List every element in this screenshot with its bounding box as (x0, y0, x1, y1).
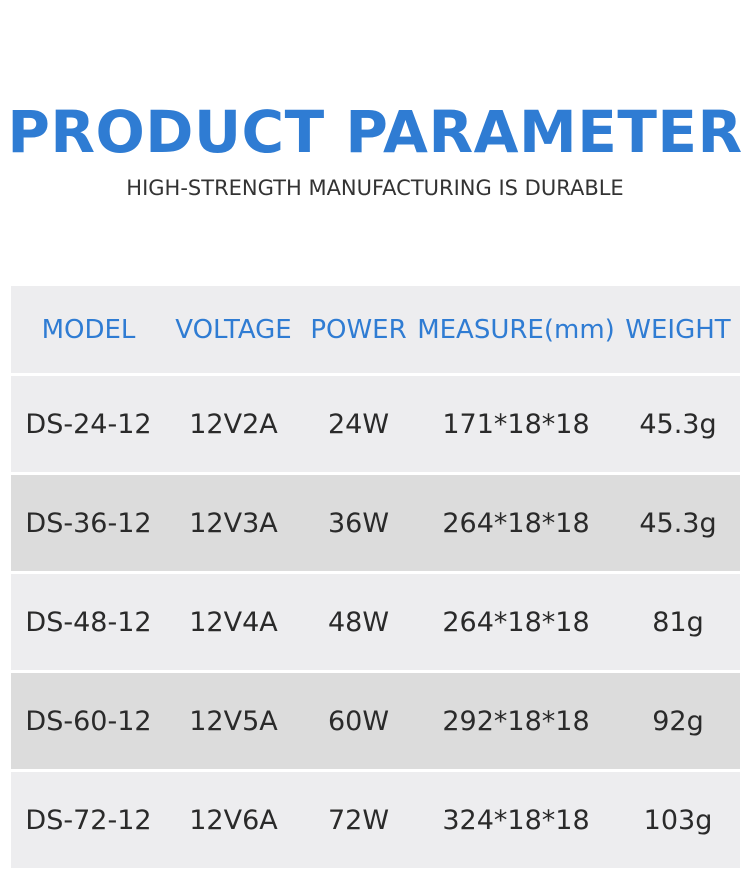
parameter-table: MODEL VOLTAGE POWER MEASURE(mm) WEIGHT D… (11, 286, 740, 871)
table-cell: 324*18*18 (442, 804, 590, 836)
table-cell: 72W (327, 804, 390, 836)
table-cell: 45.3g (639, 408, 717, 440)
page-subtitle: HIGH-STRENGTH MANUFACTURING IS DURABLE (126, 176, 624, 200)
table-cell: 45.3g (639, 507, 717, 539)
table-row: DS-72-12 12V6A 72W 324*18*18 103g (11, 772, 740, 868)
table-row: DS-24-12 12V2A 24W 171*18*18 45.3g (11, 376, 740, 472)
table-cell: 12V5A (189, 705, 278, 737)
table-row: DS-60-12 12V5A 60W 292*18*18 92g (11, 673, 740, 769)
table-cell: 60W (327, 705, 390, 737)
table-cell: DS-72-12 (25, 804, 152, 836)
table-cell: 36W (327, 507, 390, 539)
table-cell: 103g (643, 804, 713, 836)
header-cell: POWER (310, 314, 407, 345)
table-cell: DS-24-12 (25, 408, 152, 440)
header-cell: WEIGHT (625, 314, 731, 345)
table-cell: 171*18*18 (442, 408, 590, 440)
header-cell: MEASURE(mm) (417, 314, 615, 345)
table-cell: 12V6A (189, 804, 278, 836)
table-row: DS-48-12 12V4A 48W 264*18*18 81g (11, 574, 740, 670)
table-cell: 24W (327, 408, 390, 440)
header-cell: MODEL (41, 314, 136, 345)
table-header: MODEL VOLTAGE POWER MEASURE(mm) WEIGHT (11, 286, 740, 373)
table-cell: 12V2A (189, 408, 278, 440)
table-cell: 92g (652, 705, 704, 737)
table-cell: 12V4A (189, 606, 278, 638)
table-cell: DS-48-12 (25, 606, 152, 638)
table-cell: 48W (327, 606, 390, 638)
table-cell: 292*18*18 (442, 705, 590, 737)
page-title: PRODUCT PARAMETER (7, 98, 743, 166)
table-cell: 81g (652, 606, 704, 638)
header-cell: VOLTAGE (175, 314, 292, 345)
table-cell: 264*18*18 (442, 507, 590, 539)
table-cell: 264*18*18 (442, 606, 590, 638)
table-cell: DS-60-12 (25, 705, 152, 737)
table-row: DS-36-12 12V3A 36W 264*18*18 45.3g (11, 475, 740, 571)
table-cell: 12V3A (189, 507, 278, 539)
table-cell: DS-36-12 (25, 507, 152, 539)
